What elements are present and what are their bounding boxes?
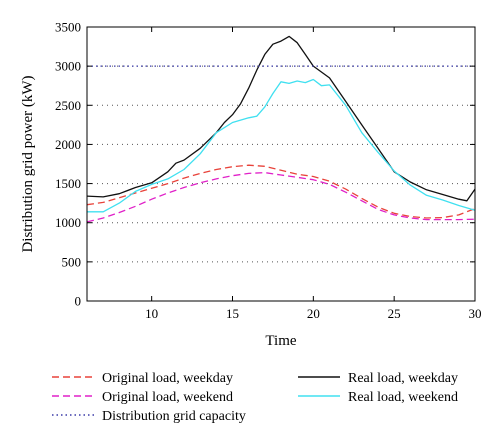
y-tick-label: 1000 <box>55 215 81 230</box>
x-tick-label: 20 <box>307 306 320 321</box>
x-tick-label: 25 <box>388 306 401 321</box>
legend-label: Real load, weekday <box>348 371 458 386</box>
series-line <box>87 78 476 213</box>
series-line <box>86 164 476 219</box>
y-ticks: 0 500 1000 1500 2000 2500 3000 3500 <box>55 20 475 309</box>
x-tick-label: 30 <box>469 306 482 321</box>
y-tick-label: 2000 <box>55 137 81 152</box>
x-axis-label: Time <box>265 333 296 349</box>
legend: Original load, weekday Real load, weekday… <box>52 371 458 424</box>
y-tick-label: 3000 <box>55 59 81 74</box>
y-tick-label: 0 <box>75 294 82 309</box>
y-tick-label: 3500 <box>55 20 81 35</box>
y-tick-label: 500 <box>62 254 82 269</box>
series-line <box>86 171 476 223</box>
grid <box>87 65 475 263</box>
x-tick-label: 15 <box>226 306 239 321</box>
legend-label: Original load, weekend <box>102 390 233 405</box>
x-tick-label: 10 <box>145 306 158 321</box>
series-line <box>86 35 476 202</box>
y-tick-label: 1500 <box>55 176 81 191</box>
legend-label: Real load, weekend <box>348 390 458 405</box>
legend-label: Distribution grid capacity <box>102 409 246 424</box>
y-axis-label: Distribution grid power (kW) <box>20 75 36 252</box>
y-tick-label: 2500 <box>55 98 81 113</box>
series-group <box>86 35 476 223</box>
plot-frame <box>86 26 476 302</box>
legend-label: Original load, weekday <box>102 371 233 386</box>
x-ticks: 10 15 20 25 30 <box>145 27 482 321</box>
